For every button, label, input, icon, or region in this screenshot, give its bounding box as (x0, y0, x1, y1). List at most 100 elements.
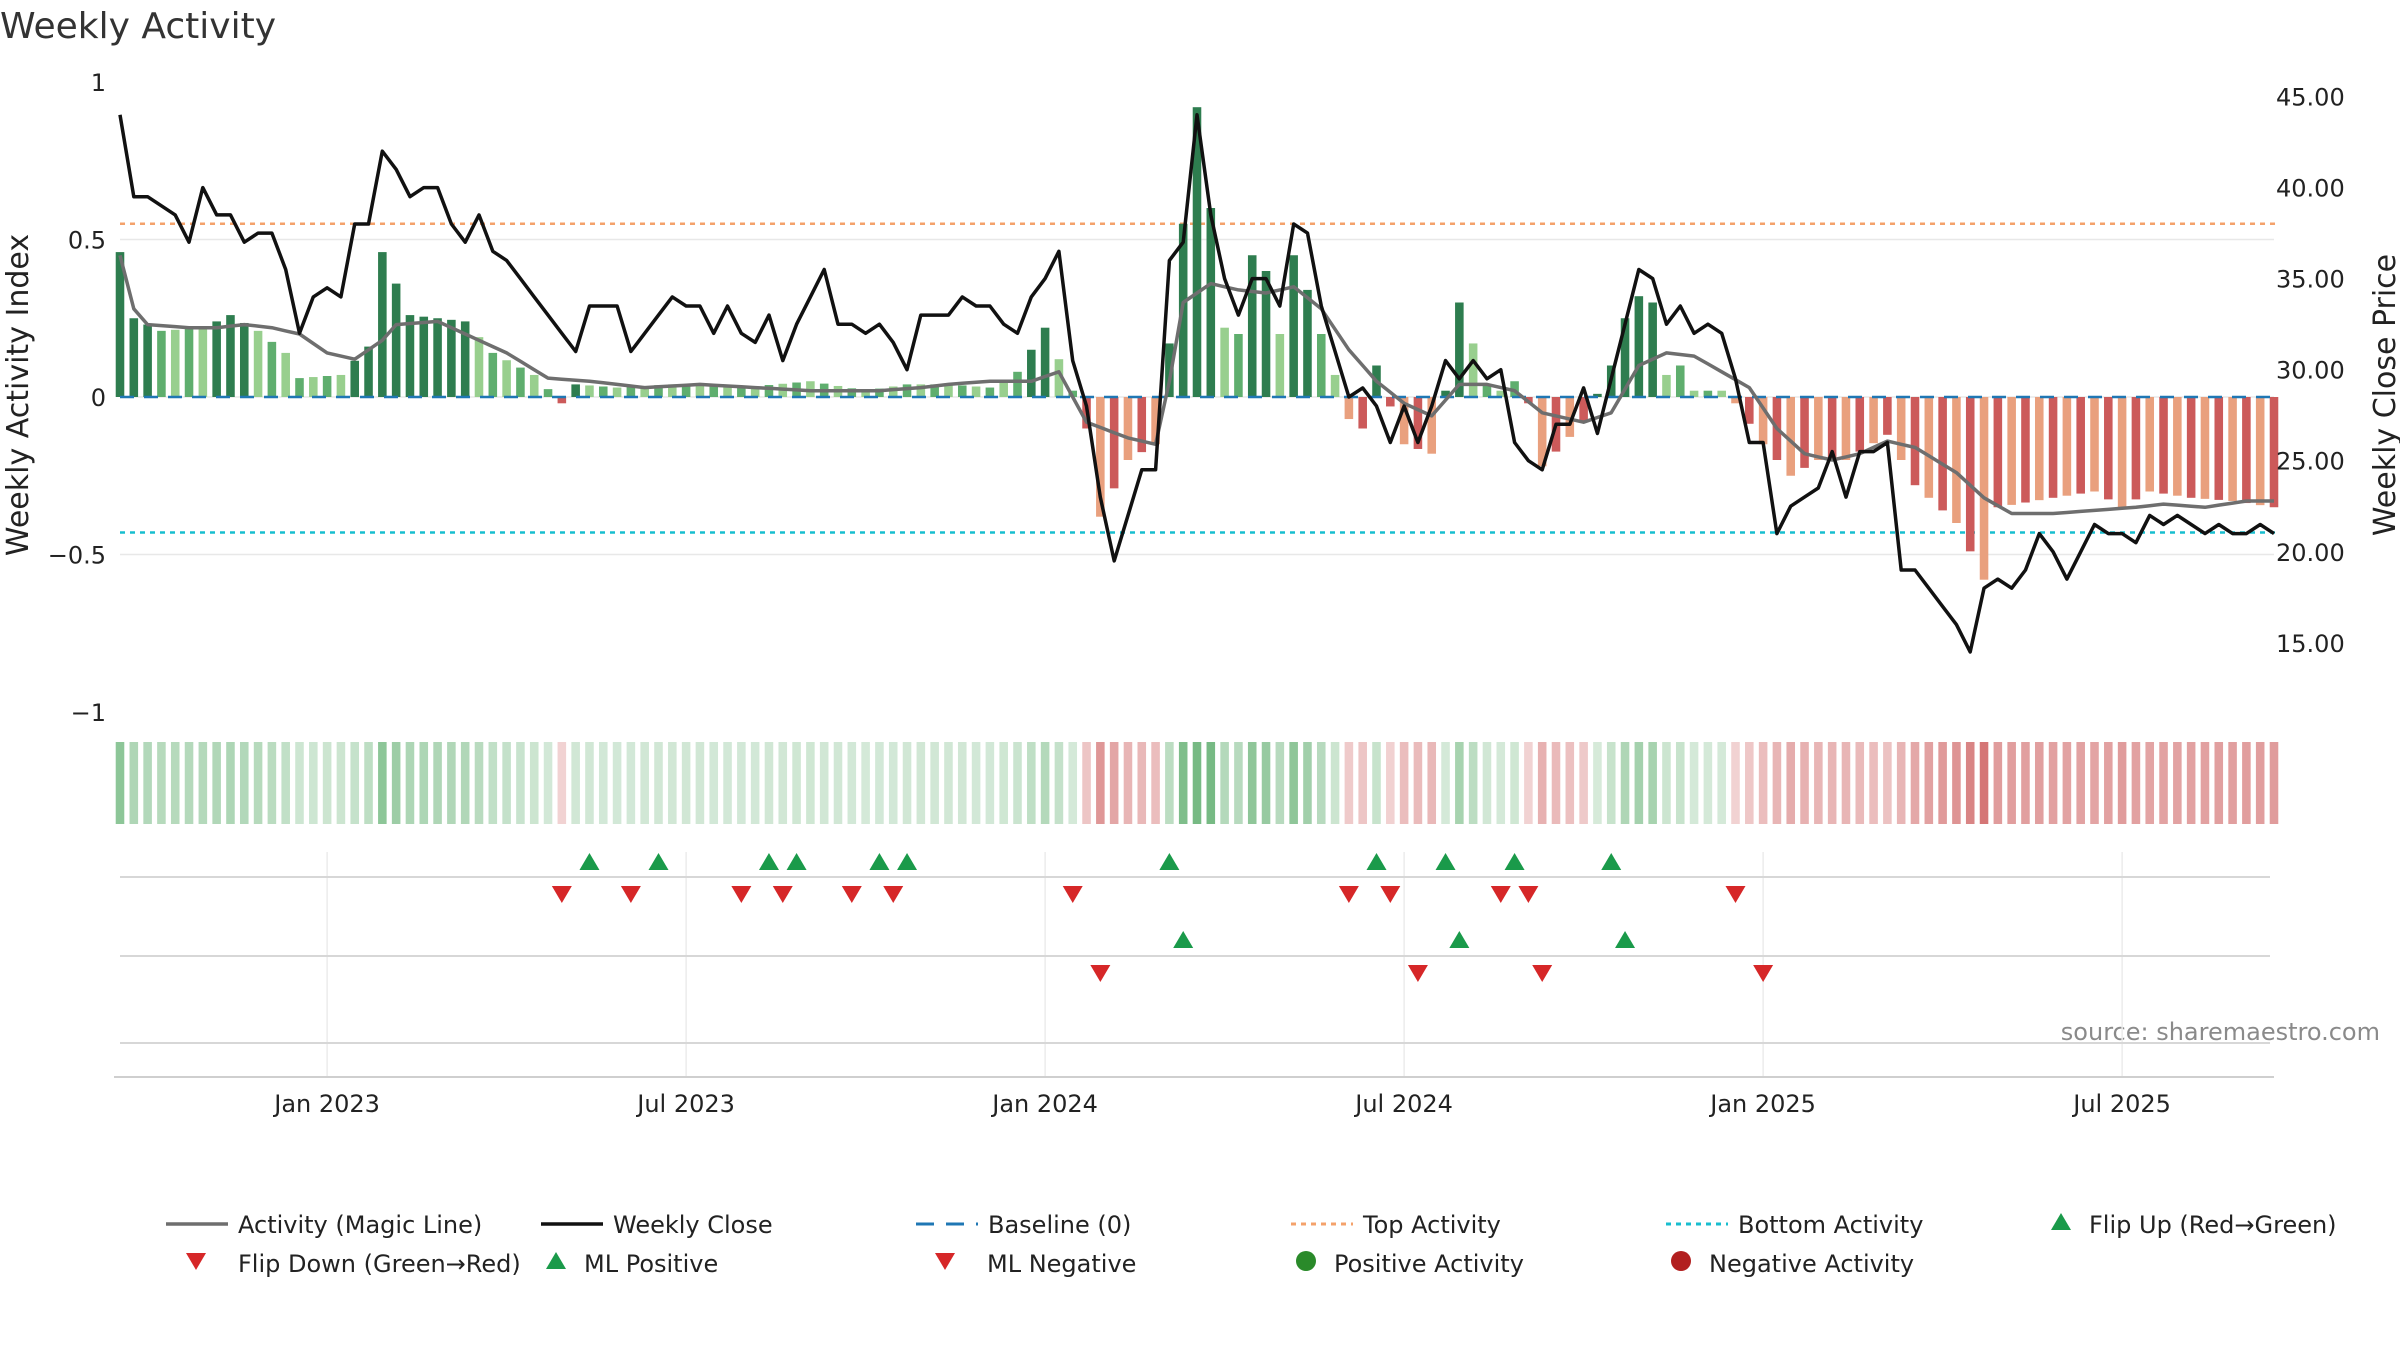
activity-bar (1027, 349, 1036, 397)
activity-bar (184, 328, 194, 397)
y-left-tick-label: 0.5 (68, 227, 106, 255)
activity-bar (2021, 397, 2030, 503)
activity-bar (350, 360, 360, 397)
activity-bar (668, 384, 677, 397)
heat-strip-cell (957, 742, 967, 824)
activity-bar (944, 384, 953, 397)
activity-bar (309, 377, 318, 397)
ml-positive-marker (1449, 931, 1470, 948)
flip-down-marker (731, 886, 752, 903)
heat-strip-cell (1386, 742, 1395, 824)
activity-bar (1758, 397, 1768, 445)
activity-bar (281, 352, 290, 397)
heat-strip-cell (460, 742, 470, 824)
activity-bar (1731, 397, 1740, 404)
activity-bar (1979, 397, 1989, 580)
activity-bar (1247, 255, 1257, 397)
heat-strip-cell (1358, 742, 1367, 824)
activity-bar (1896, 397, 1906, 460)
weekly-close-line (118, 113, 2275, 654)
activity-bar (2159, 397, 2168, 494)
heat-strip-cell (1786, 742, 1796, 824)
heat-strip-cell (405, 742, 415, 824)
y-right-tick-label: 15.00 (2276, 630, 2345, 658)
heat-strip-cell (750, 742, 760, 824)
heat-strip-cell (1496, 742, 1506, 824)
heat-strip-cell (295, 742, 304, 824)
heat-strip-cell (1316, 742, 1326, 824)
heat-strip-cell (668, 742, 677, 824)
legend-label: ML Positive (584, 1250, 718, 1278)
activity-bar (1289, 255, 1298, 397)
activity-bar (654, 385, 663, 397)
activity-bar (1993, 397, 2003, 508)
heat-strip-cell (1082, 742, 1091, 824)
flip-up-marker (1601, 853, 1622, 870)
activity-bar (902, 384, 912, 397)
source-label: source: sharemaestro.com (2061, 1018, 2380, 1046)
activity-bar (985, 387, 995, 397)
heat-strip-cell (1965, 742, 1975, 824)
activity-bar (1330, 374, 1340, 397)
heat-strip-cell (1869, 742, 1878, 824)
heat-strip-cell (447, 742, 456, 824)
activity-bar (226, 315, 235, 397)
y-left-tick-label: −1 (71, 699, 106, 727)
activity-bar (2117, 397, 2127, 508)
heat-strip-cell (1662, 742, 1671, 824)
heat-strip-cell (239, 742, 249, 824)
heat-strip-cell (1096, 742, 1105, 824)
activity-bar (1841, 397, 1851, 460)
heat-strip-cell (888, 742, 898, 824)
activity-bar (1662, 374, 1671, 397)
y-right-tick-label: 45.00 (2276, 84, 2345, 112)
y-right-tick-label: 40.00 (2276, 175, 2345, 203)
heat-strip-cell (1648, 742, 1657, 824)
heat-strip-cell (833, 742, 843, 824)
activity-bar (1455, 302, 1464, 397)
heat-strip-cell (143, 742, 152, 824)
activity-bar (1123, 397, 1133, 460)
lines-layer (118, 113, 2280, 654)
activity-bar (1579, 397, 1588, 423)
heat-strip-cell (2173, 742, 2182, 824)
activity-bar (157, 330, 166, 397)
activity-bar (115, 252, 125, 397)
activity-bar (764, 385, 774, 397)
heat-strip-cell (170, 742, 180, 824)
activity-bar (1910, 397, 1920, 486)
activity-bar (571, 384, 580, 397)
heat-strip-cell (1372, 742, 1381, 824)
heat-strip-cell (378, 742, 387, 824)
heat-strip-cell (1441, 742, 1450, 824)
heat-strip-cell (1537, 742, 1547, 824)
heat-strip-cell (1040, 742, 1050, 824)
heat-strip-cell (1510, 742, 1519, 824)
legend-label: Flip Up (Red→Green) (2089, 1211, 2337, 1239)
heat-strip-cell (1165, 742, 1174, 824)
activity-bar (1413, 397, 1423, 449)
heat-strip-cell (2090, 742, 2099, 824)
heat-strip-cell (1896, 742, 1906, 824)
heat-strip-cell (2076, 742, 2085, 824)
legend-swatch-flip-up (2051, 1213, 2071, 1230)
activity-bar (1220, 327, 1229, 397)
heat-strip-cell (1054, 742, 1064, 824)
activity-bar (1745, 397, 1754, 424)
activity-bar (737, 387, 746, 397)
heat-strip-cell (157, 742, 166, 824)
activity-bar (1717, 390, 1726, 397)
activity-bar (1703, 390, 1713, 397)
flip-down-marker (1490, 886, 1511, 903)
heat-strip-cell (1827, 742, 1837, 824)
heat-strip-cell (198, 742, 208, 824)
heat-strip-cell (1178, 742, 1188, 824)
tick-labels: 1 0.5 0 −0.5 −1 45.00 40.00 35.00 30.00 25.00 20.0… (48, 69, 2345, 1118)
activity-bar (1883, 397, 1892, 435)
activity-bar (364, 346, 373, 397)
heat-strip-cell (336, 742, 346, 824)
heat-strip-cell (971, 742, 981, 824)
activity-bar (875, 388, 884, 397)
heat-strip-cell (1192, 742, 1202, 824)
